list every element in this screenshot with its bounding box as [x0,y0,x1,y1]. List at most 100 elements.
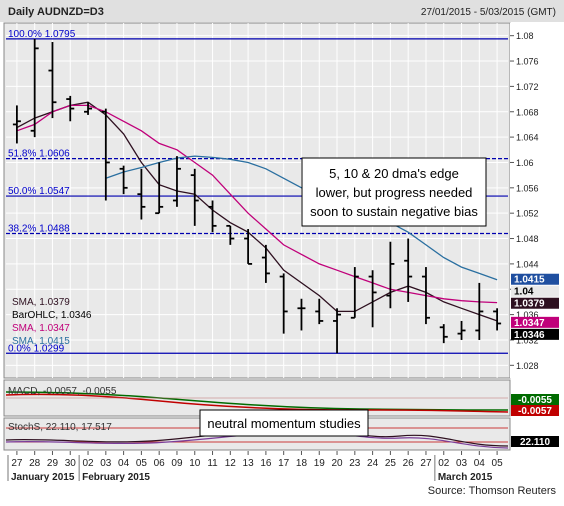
x-tick-label: 27 [420,458,432,469]
x-tick-label: 11 [207,458,218,469]
month-label: January 2015 [11,472,75,483]
ohlc-bar [155,162,164,215]
x-tick-label: 04 [118,458,130,469]
annotation-box: 5, 10 & 20 dma's edge lower, but progres… [301,157,487,227]
ohlc-bar [493,308,502,331]
value-tag [511,273,559,285]
ohlc-bar [48,42,57,119]
ohlc-bar [333,308,342,354]
value-tag-text: 1.0379 [514,299,545,310]
fib-label: 0.0% 1.0299 [8,343,65,354]
legend-entry: SMA, 1.0379 [12,297,70,308]
macd-chart: MACD, -0.0057, -0.0055 -0.0055 -0.0057 [5,386,559,417]
value-tag [511,285,559,297]
macd-label: MACD, -0.0057, -0.0055 [8,386,117,397]
ohlc-bar [404,238,413,302]
x-tick-label: 18 [296,458,308,469]
y-tick-label: 1.064 [516,133,539,143]
x-tick-label: 27 [11,458,23,469]
y-tick-label: 1.06 [516,158,534,168]
ohlc-bar [279,273,288,334]
ohlc-bar [475,282,484,340]
ohlc-bar [84,102,93,115]
x-tick-label: 25 [385,458,397,469]
annotation-line-3: soon to sustain negative bias [310,204,478,219]
x-tick-label: 02 [82,458,94,469]
ohlc-bar [137,168,146,220]
date-range: 27/01/2015 - 5/03/2015 (GMT) [421,7,556,18]
ohlc-bar [439,324,448,344]
x-tick-label: 12 [225,458,237,469]
y-tick-label: 1.08 [516,31,534,41]
momentum-annotation-text: neutral momentum studies [207,416,361,431]
x-tick-label: 26 [403,458,415,469]
ohlc-bars [12,38,502,354]
ohlc-bar [244,229,253,265]
annotation-line-2: lower, but progress needed [316,185,473,200]
y-tick-label: 1.028 [516,361,539,371]
x-tick-label: 10 [189,458,201,469]
ohlc-bar [172,156,181,207]
value-tag [511,316,559,328]
y-tick-label: 1.052 [516,209,539,219]
sma-line [16,104,498,304]
source-label: Source: Thomson Reuters [428,485,557,497]
ohlc-bar [368,270,377,328]
month-label: February 2015 [82,472,150,483]
ohlc-bar [12,105,21,144]
value-tag-text: 1.0346 [514,330,545,341]
macd-tag-macd-text: -0.0057 [518,406,552,417]
stoch-tag-text: 22.110 [520,437,550,448]
value-tag [511,297,559,309]
y-tick-label: 1.032 [516,335,539,345]
x-tick-label: 03 [100,458,112,469]
legend-entry: SMA, 1.0415 [12,336,70,347]
legend: SMA, 1.0379 BarOHLC, 1.0346 SMA, 1.0347 SMA… [12,297,92,347]
chart-title: Daily AUDNZD=D3 [8,6,104,18]
ohlc-bar [101,108,110,201]
ohlc-bar [30,38,39,138]
y-tick-label: 1.036 [516,310,539,320]
x-tick-label: 03 [456,458,468,469]
macd-signal-line [5,391,509,411]
legend-entry: SMA, 1.0347 [12,323,70,334]
ohlc-bar [457,320,466,340]
x-tick-label: 23 [349,458,361,469]
value-tag [511,328,559,340]
y-tick-label: 1.044 [516,259,539,269]
ohlc-bar [226,224,235,245]
x-tick-label: 09 [171,458,183,469]
x-tick-label: 16 [260,458,272,469]
x-tick-label: 28 [29,458,41,469]
x-axis-ticks: 27 28 29 30 02 03 04 05 06 09 10 11 12 13 16 17 18 19 20 23… [11,451,503,469]
macd-tag-macd [511,405,559,416]
month-label: March 2015 [438,472,493,483]
x-tick-label: 06 [154,458,166,469]
macd-line [5,393,509,413]
x-tick-label: 13 [243,458,255,469]
fib-levels: 100.0% 1.0795 51.8% 1.0606 50.0% 1.0547 38.… [6,29,508,354]
macd-tag-signal [511,394,559,405]
ohlc-bar [190,168,199,226]
ohlc-bar [386,241,395,309]
legend-entry: BarOHLC, 1.0346 [12,310,92,321]
ohlc-bar [421,267,430,325]
x-tick-label: 02 [438,458,450,469]
ohlc-bar [119,165,128,195]
x-tick-label: 20 [331,458,343,469]
header-bar [0,0,564,22]
x-tick-label: 19 [314,458,326,469]
macd-tag-signal-text: -0.0055 [518,395,552,406]
y-tick-label: 1.072 [516,82,539,92]
x-tick-label: 05 [492,458,504,469]
value-tag-text: 1.04 [514,287,534,298]
fib-label: 38.2% 1.0488 [8,223,70,234]
x-tick-label: 17 [278,458,290,469]
fib-label: 50.0% 1.0547 [8,186,70,197]
y-tick-label: 1.076 [516,57,539,67]
ohlc-bar [208,200,217,233]
fib-label: 51.8% 1.0606 [8,149,70,160]
stoch-label: StochS, 22.110, 17.517 [8,422,112,433]
y-tick-label: 1.068 [516,107,539,117]
